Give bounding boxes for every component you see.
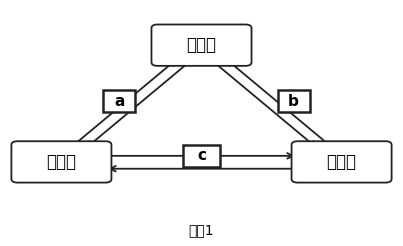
Text: 液　体: 液 体 <box>326 153 357 171</box>
Text: b: b <box>288 94 299 109</box>
Text: 気　体: 気 体 <box>187 36 216 54</box>
Text: 固　体: 固 体 <box>46 153 77 171</box>
FancyBboxPatch shape <box>11 141 112 183</box>
FancyBboxPatch shape <box>152 25 251 66</box>
Bar <box>278 90 310 112</box>
FancyBboxPatch shape <box>291 141 392 183</box>
Bar <box>183 145 220 167</box>
Text: 図　1: 図 1 <box>189 223 214 237</box>
Text: c: c <box>197 148 206 163</box>
Text: a: a <box>114 94 125 109</box>
Bar <box>104 90 135 112</box>
